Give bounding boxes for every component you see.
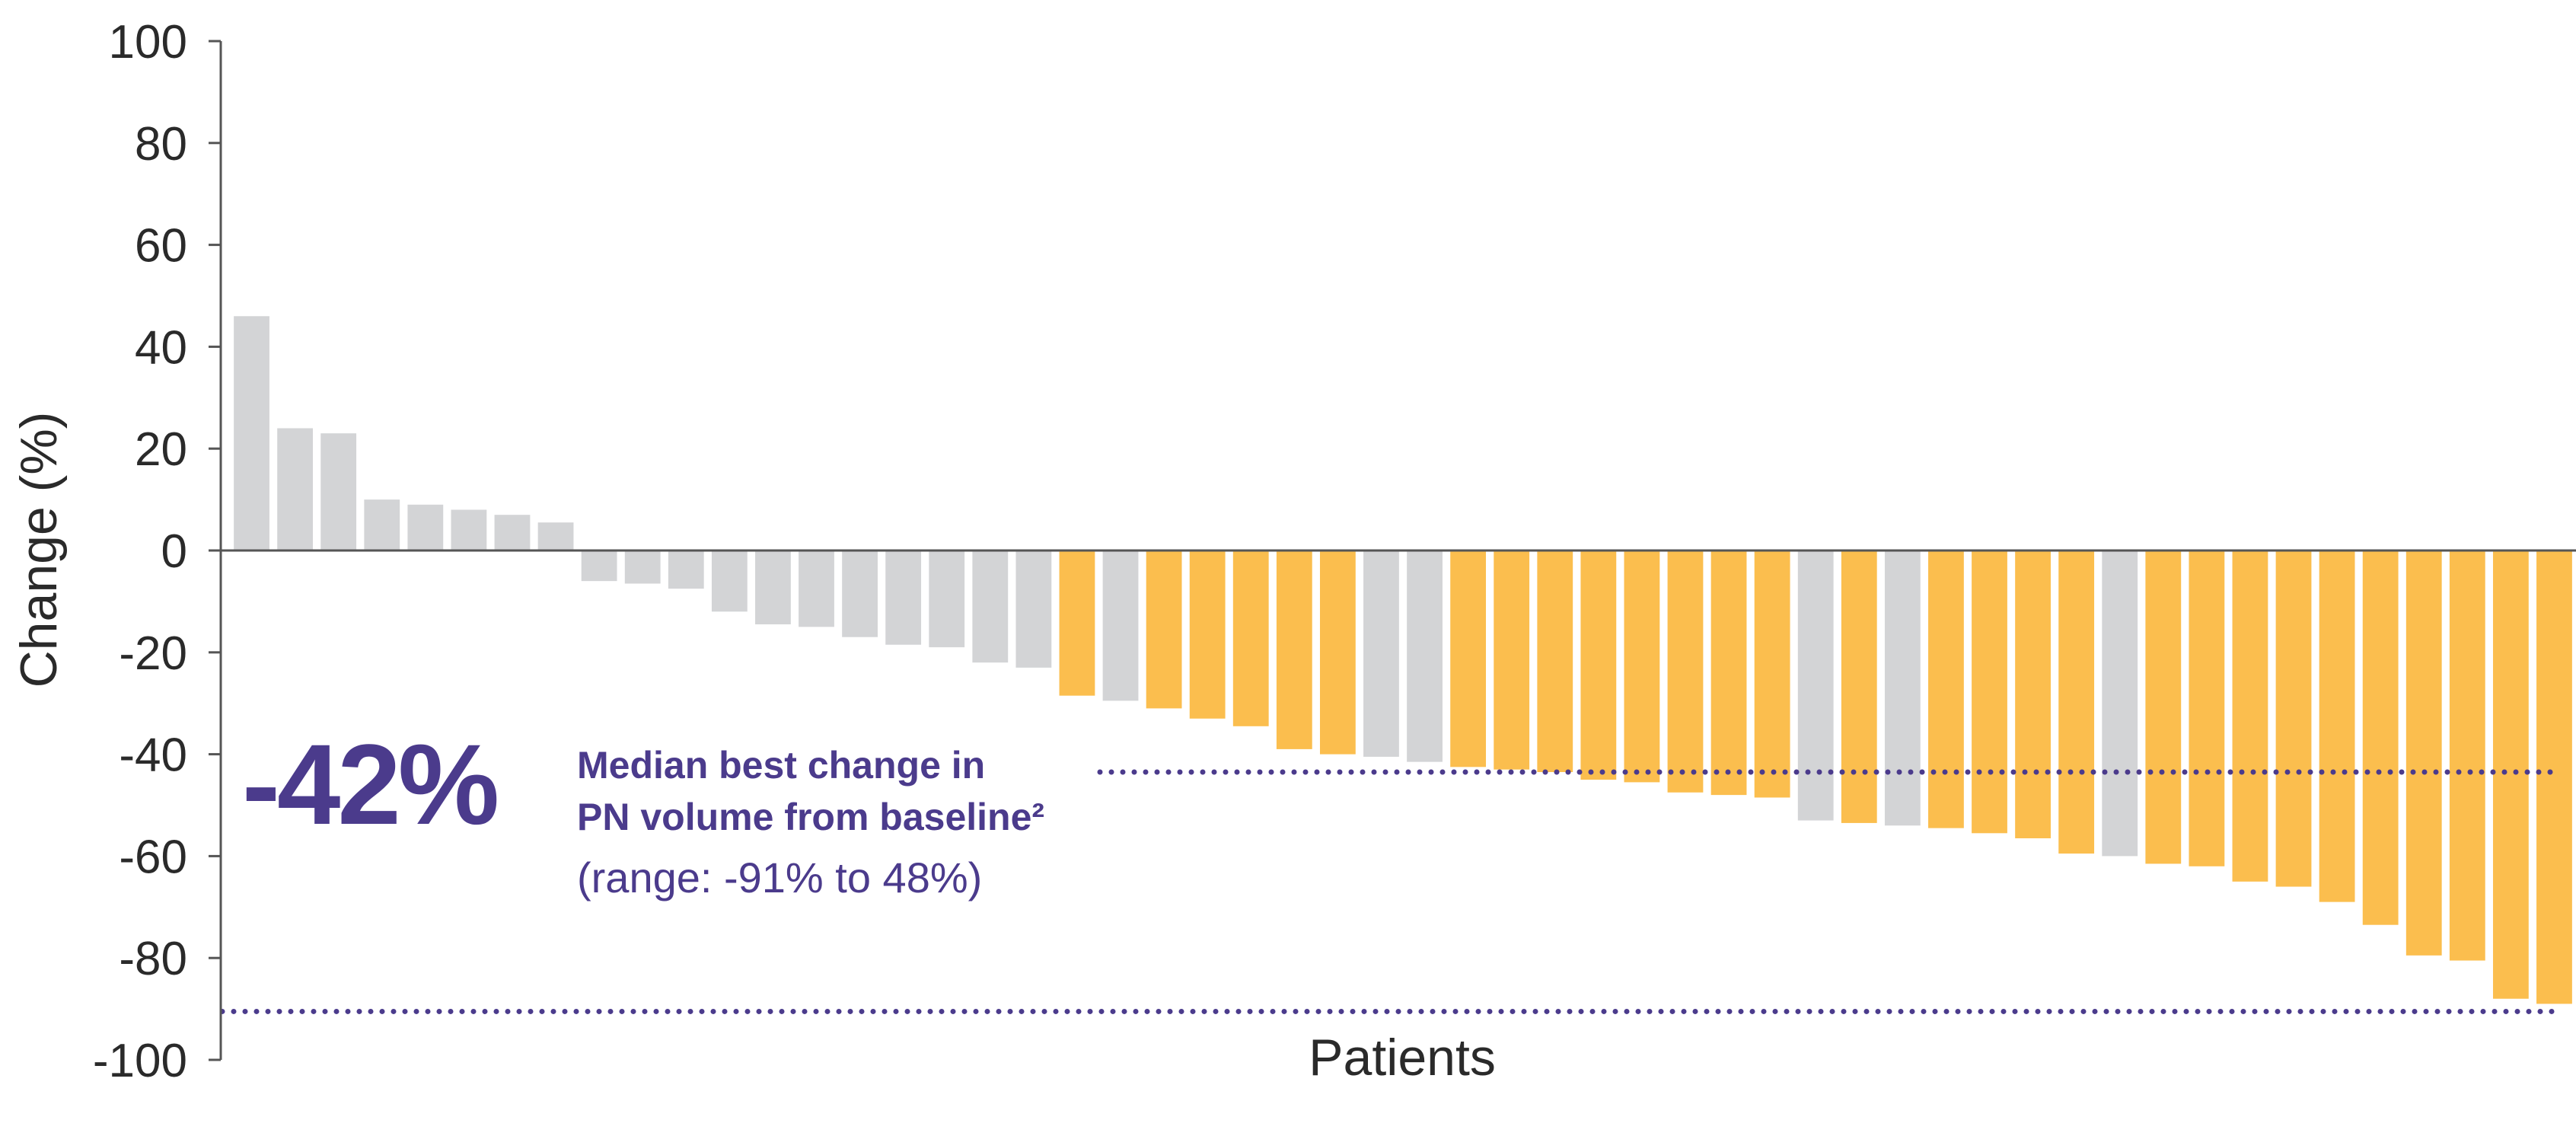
bar-patient-25 (1276, 550, 1312, 749)
bar-patient-29 (1450, 550, 1487, 767)
bar-patient-21 (1102, 550, 1139, 701)
bar-patient-9 (581, 550, 617, 582)
bars-group (234, 316, 2572, 1004)
bar-patient-30 (1494, 550, 1530, 770)
bar-patient-34 (1667, 550, 1704, 793)
bar-patient-32 (1580, 550, 1617, 780)
y-tick-label: -100 (93, 1035, 187, 1087)
bar-patient-47 (2232, 550, 2268, 882)
bar-patient-14 (799, 550, 834, 627)
bar-patient-11 (668, 550, 704, 589)
bar-patient-3 (320, 433, 357, 550)
bar-patient-7 (494, 515, 531, 550)
bar-patient-50 (2362, 550, 2399, 925)
bar-patient-6 (451, 509, 487, 550)
bar-patient-18 (972, 550, 1009, 663)
bar-patient-17 (929, 550, 965, 648)
bar-patient-53 (2492, 550, 2529, 999)
bar-patient-15 (842, 550, 878, 637)
x-axis-title: Patients (1309, 1029, 1496, 1087)
bar-patient-28 (1407, 550, 1443, 762)
bar-patient-26 (1319, 550, 1356, 755)
bar-patient-49 (2319, 550, 2355, 902)
bar-patient-8 (537, 522, 574, 550)
bar-patient-2 (277, 428, 314, 550)
bar-patient-42 (2015, 550, 2051, 838)
y-tick-label: 0 (161, 525, 187, 578)
y-tick-label: -80 (119, 933, 187, 985)
bar-patient-38 (1841, 550, 1877, 823)
y-tick-label: 40 (135, 321, 187, 374)
bar-patient-39 (1884, 550, 1921, 826)
y-tick-label: -20 (119, 627, 187, 680)
bar-patient-23 (1189, 550, 1226, 719)
y-tick-label: 100 (109, 16, 187, 69)
y-axis-title: Change (%) (10, 412, 68, 688)
y-tick-label: 80 (135, 118, 187, 171)
bar-patient-19 (1015, 550, 1052, 668)
y-tick-label: 20 (135, 423, 187, 476)
bar-patient-41 (1972, 550, 2007, 834)
reference-lines (219, 769, 2556, 1014)
bar-patient-51 (2405, 550, 2442, 956)
y-tick-label: -40 (119, 729, 187, 782)
bar-patient-54 (2536, 550, 2572, 1004)
bar-patient-1 (234, 316, 269, 550)
median-value: -42% (242, 720, 497, 848)
bar-patient-5 (407, 504, 444, 550)
bar-patient-36 (1754, 550, 1790, 798)
bar-patient-45 (2145, 550, 2182, 864)
bar-patient-37 (1797, 550, 1834, 821)
bar-patient-46 (2189, 550, 2225, 866)
bar-patient-33 (1624, 550, 1660, 783)
bar-patient-24 (1232, 550, 1269, 726)
annotation-line-1: Median best change in (577, 744, 985, 787)
bar-patient-43 (2058, 550, 2095, 854)
bar-patient-16 (885, 550, 922, 645)
bar-patient-52 (2449, 550, 2485, 961)
bar-patient-31 (1537, 550, 1573, 773)
annotation-range: (range: -91% to 48%) (577, 854, 982, 901)
bar-patient-48 (2275, 550, 2312, 887)
y-tick-label: 60 (135, 220, 187, 273)
bar-patient-13 (755, 550, 791, 625)
y-tick-labels: 100 80 60 40 20 0 -20 -40 -60 -80 -100 (93, 16, 187, 1087)
bar-patient-40 (1928, 550, 1964, 828)
bar-patient-35 (1710, 550, 1747, 796)
axes-group (209, 40, 2576, 1061)
bar-patient-44 (2102, 550, 2138, 857)
y-tick-label: -60 (119, 831, 187, 883)
bar-patient-22 (1146, 550, 1182, 709)
bar-patient-12 (711, 550, 748, 612)
bar-patient-10 (624, 550, 661, 584)
bar-patient-20 (1059, 550, 1095, 696)
annotation-line-2: PN volume from baseline² (577, 796, 1044, 838)
bar-patient-27 (1363, 550, 1399, 757)
bar-patient-4 (364, 499, 400, 550)
